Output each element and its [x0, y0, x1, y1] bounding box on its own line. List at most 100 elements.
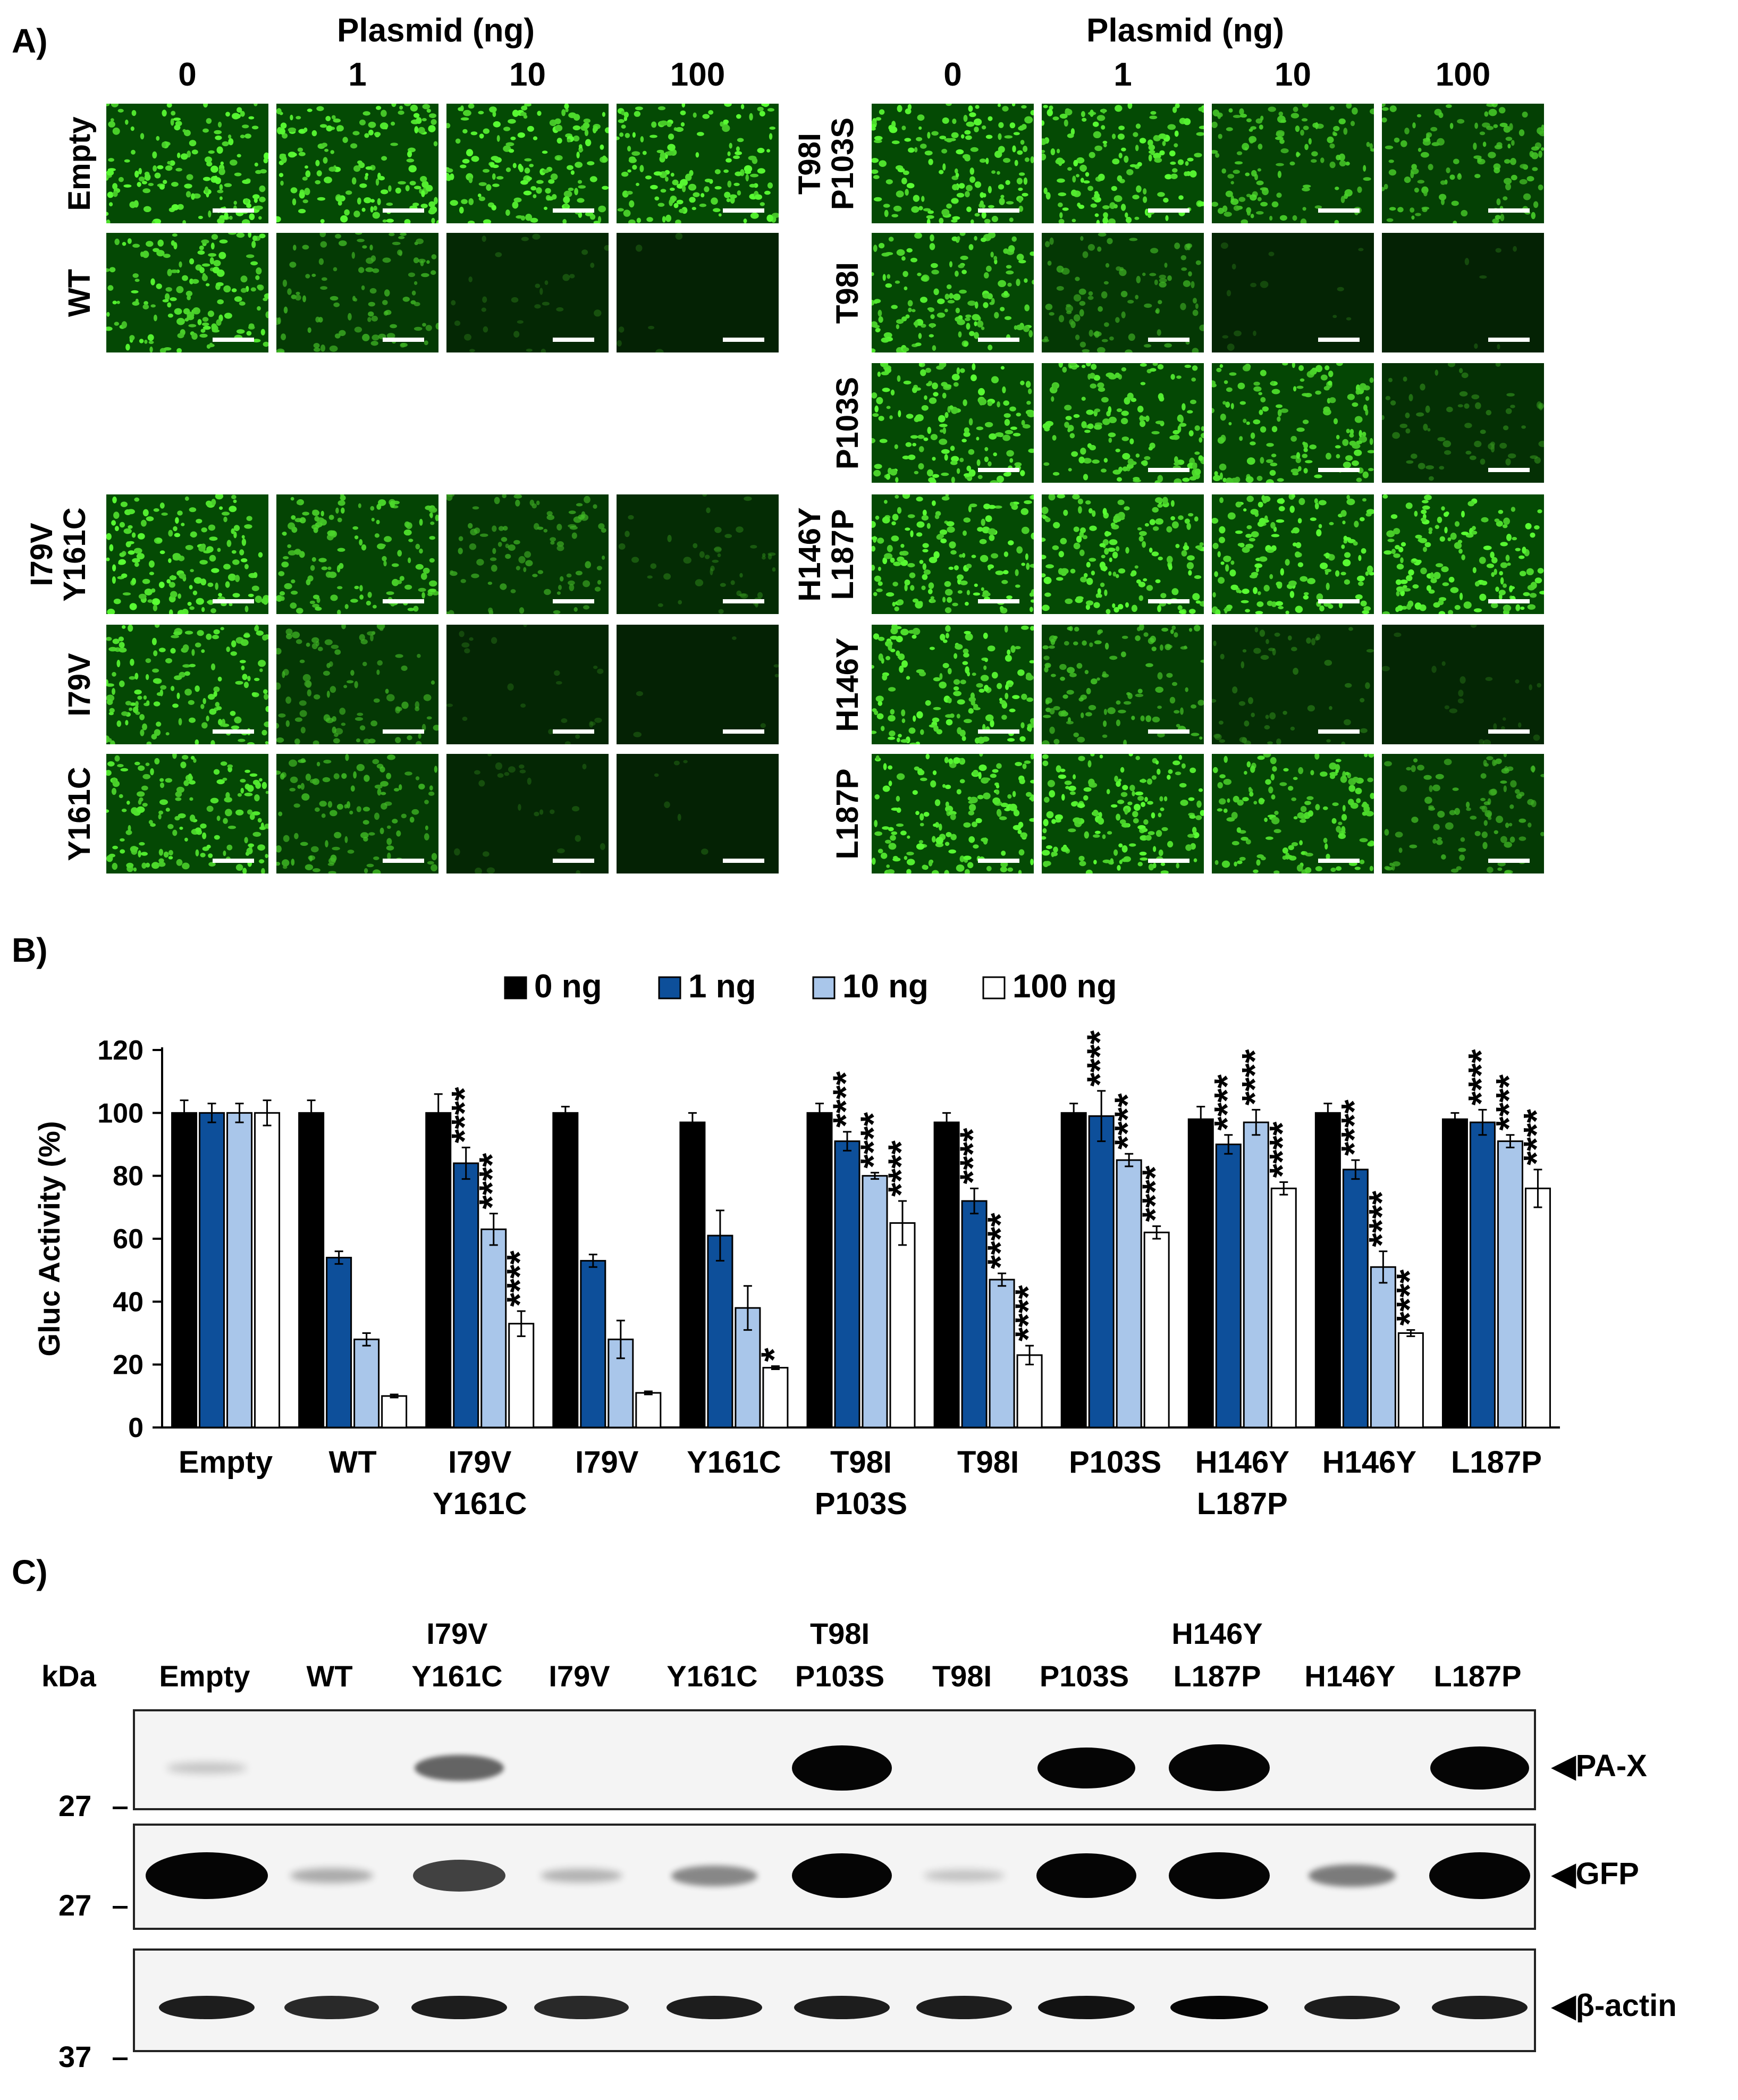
- scale-bar: [723, 338, 764, 342]
- scale-bar: [383, 859, 424, 863]
- micrograph-L187P-100: [1382, 754, 1544, 873]
- sig-9-1: ****: [1334, 1099, 1374, 1156]
- micrograph-Empty-0: [106, 104, 268, 223]
- row-label-right-3: H146Y L187P: [792, 507, 860, 602]
- band-1-5: [792, 1853, 892, 1899]
- scale-bar: [723, 208, 764, 213]
- band-1-6: [923, 1869, 1005, 1882]
- bar-2-3: [508, 1323, 535, 1429]
- sig-8-2: ****: [1234, 1049, 1275, 1105]
- micrograph-I79V-100: [617, 625, 779, 744]
- lane-label-5-1: P103S: [795, 1659, 885, 1693]
- scale-bar: [553, 859, 594, 863]
- bar-3-0: [552, 1112, 579, 1429]
- micrograph-Y161C-100: [617, 754, 779, 873]
- sig-2-2: ****: [472, 1153, 512, 1209]
- y-tick-label-3: 60: [113, 1224, 144, 1255]
- scale-bar: [1148, 859, 1189, 863]
- dose-label-right-1: 1: [1113, 56, 1132, 93]
- legend-label-0: 0 ng: [534, 968, 602, 1005]
- scale-bar: [1488, 859, 1530, 863]
- micrograph-H146Y-L187P-1: [1042, 494, 1204, 614]
- sig-10-2: ****: [1488, 1074, 1529, 1130]
- lane-label-9-0: H146Y: [1304, 1659, 1396, 1693]
- band-2-8: [1170, 1996, 1268, 2020]
- micrograph-T98I-P103S-100: [1382, 104, 1544, 223]
- bar-4-3: [762, 1367, 789, 1429]
- micrograph-T98I-P103S-10: [1212, 104, 1374, 223]
- scale-bar: [1318, 208, 1360, 213]
- legend-label-1: 1 ng: [688, 968, 756, 1005]
- band-2-5: [794, 1996, 890, 2020]
- bar-8-0: [1187, 1118, 1214, 1429]
- bar-3-1: [580, 1259, 606, 1429]
- band-1-2: [413, 1860, 505, 1892]
- micrograph-Y161C-0: [106, 754, 268, 873]
- scale-bar: [1318, 729, 1360, 734]
- scale-bar: [1148, 729, 1189, 734]
- bar-1-1: [326, 1257, 352, 1429]
- category-label-0-0: Empty: [179, 1445, 273, 1480]
- blot-2: [133, 1948, 1536, 2052]
- dose-label-right-2: 10: [1275, 56, 1311, 93]
- bar-5-3: [889, 1222, 916, 1429]
- band-2-3: [534, 1996, 629, 2020]
- bar-6-3: [1016, 1354, 1043, 1429]
- bar-8-1: [1215, 1144, 1242, 1429]
- sig-7-1: ****: [1079, 1030, 1120, 1087]
- band-2-1: [284, 1996, 379, 2020]
- band-0-0: [166, 1762, 247, 1774]
- scale-bar: [978, 468, 1019, 472]
- bar-9-2: [1370, 1266, 1396, 1429]
- row-label-left-2: I79V Y161C: [24, 507, 92, 602]
- scale-bar: [213, 599, 254, 603]
- bar-0-2: [226, 1112, 253, 1429]
- micrograph-I79V-Y161C-0: [106, 494, 268, 614]
- band-2-0: [159, 1996, 255, 2020]
- micrograph-I79V-10: [446, 625, 609, 744]
- band-1-10: [1429, 1852, 1530, 1899]
- sig-6-3: ****: [1008, 1285, 1048, 1341]
- blot-0: [133, 1709, 1536, 1810]
- y-tick-label-0: 0: [128, 1413, 144, 1443]
- legend-swatch-0: [504, 976, 527, 999]
- bar-1-2: [353, 1338, 380, 1429]
- scale-bar: [553, 338, 594, 342]
- scale-bar: [1148, 208, 1189, 213]
- lane-label-8-1: L187P: [1173, 1659, 1261, 1693]
- lane-label-2-0: I79V: [426, 1617, 488, 1650]
- lane-label-1-0: WT: [306, 1659, 353, 1693]
- bar-3-3: [635, 1392, 662, 1429]
- scale-bar: [1148, 468, 1189, 472]
- sig-4-3: *: [754, 1348, 794, 1362]
- scale-bar: [213, 859, 254, 863]
- bar-10-2: [1497, 1140, 1523, 1429]
- bar-10-0: [1441, 1118, 1468, 1429]
- scale-bar: [978, 208, 1019, 213]
- micrograph-WT-0: [106, 233, 268, 352]
- y-tick-label-5: 100: [97, 1098, 144, 1129]
- scale-bar: [723, 859, 764, 863]
- band-0-7: [1037, 1747, 1135, 1789]
- micrograph-WT-1: [276, 233, 438, 352]
- micrograph-H146Y-L187P-10: [1212, 494, 1374, 614]
- category-label-8-0: H146Y: [1195, 1445, 1289, 1480]
- bar-8-3: [1270, 1187, 1297, 1429]
- dose-label-right-3: 100: [1435, 56, 1491, 93]
- micrograph-WT-100: [617, 233, 779, 352]
- micrograph-Y161C-1: [276, 754, 438, 873]
- lane-label-7-0: P103S: [1039, 1659, 1129, 1693]
- bar-7-3: [1143, 1231, 1170, 1429]
- bar-7-2: [1116, 1159, 1142, 1429]
- micrograph-I79V-Y161C-1: [276, 494, 438, 614]
- category-label-10-0: L187P: [1451, 1445, 1542, 1480]
- sig-10-3: ****: [1516, 1108, 1556, 1165]
- sig-9-3: ****: [1389, 1269, 1429, 1325]
- blot-name-2: ◀β-actin: [1552, 1988, 1677, 2023]
- micrograph-Empty-10: [446, 104, 609, 223]
- dose-label-left-3: 100: [670, 56, 725, 93]
- sig-8-1: ****: [1207, 1074, 1247, 1130]
- y-axis-label: Gluc Activity (%): [32, 1121, 66, 1357]
- band-0-10: [1430, 1746, 1529, 1790]
- sig-5-2: ****: [853, 1112, 893, 1168]
